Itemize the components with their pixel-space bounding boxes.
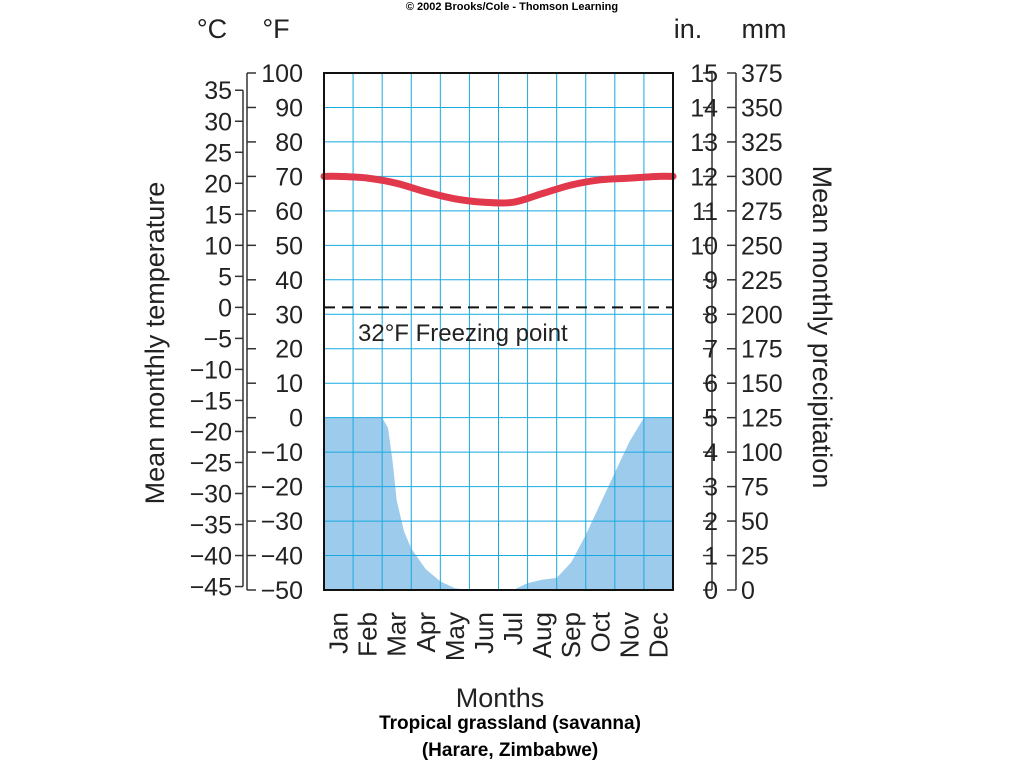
celsius-tick-label: −25 [190,449,232,477]
fahrenheit-tick-label: −20 [261,474,303,502]
inch-unit-label: in. [674,14,703,44]
fahrenheit-tick-label: 60 [275,198,303,226]
precipitation-axis-title: Mean monthly precipitation [807,166,837,489]
temperature-layer [320,172,677,207]
fahrenheit-tick-label: 50 [275,232,303,260]
celsius-tick-label: −10 [190,356,232,384]
freezing-point-layer: 32°F Freezing point [324,306,673,347]
mm-tick-label: 300 [741,163,783,191]
fahrenheit-tick-label: −10 [261,439,303,467]
inch-tick-label: 13 [690,129,718,157]
celsius-tick-label: 0 [218,294,232,322]
celsius-tick-label: −35 [190,512,232,540]
mm-tick-label: 100 [741,439,783,467]
fahrenheit-tick-label: 20 [275,336,303,364]
inch-tick-label: 12 [690,163,718,191]
mm-tick-label: 175 [741,336,783,364]
celsius-tick-label: −20 [190,418,232,446]
labels-layer: 1009080706050403020100−10−20−30−40−50353… [140,14,837,713]
mm-tick-label: 150 [741,370,783,398]
inch-tick-label: 11 [692,198,718,226]
month-label: Feb [353,612,383,657]
mm-tick-label: 275 [741,198,783,226]
temperature-curve [320,172,677,207]
inch-tick-label: 6 [704,370,718,398]
celsius-unit-label: °C [197,14,227,44]
caption-title: Tropical grassland (savanna) [379,713,641,734]
celsius-tick-label: −5 [203,325,232,353]
fahrenheit-tick-label: 70 [275,163,303,191]
fahrenheit-unit-label: °F [262,14,289,44]
mm-tick-label: 325 [741,129,783,157]
mm-unit-label: mm [742,14,787,44]
inch-tick-label: 9 [704,267,718,295]
inch-tick-label: 0 [704,577,718,605]
inch-tick-label: 8 [704,301,718,329]
mm-tick-label: 350 [741,94,783,122]
fahrenheit-tick-label: −50 [261,577,303,605]
celsius-tick-label: −30 [190,480,232,508]
month-label: Mar [382,612,412,657]
month-label: Dec [644,612,674,658]
inch-tick-label: 15 [690,60,718,88]
mm-tick-label: 250 [741,232,783,260]
inch-tick-label: 2 [704,508,718,536]
celsius-tick-label: −15 [190,387,232,415]
fahrenheit-tick-label: 10 [275,370,303,398]
celsius-tick-label: 35 [204,77,232,105]
inch-tick-label: 5 [704,405,718,433]
freezing-point-label: 32°F Freezing point [358,320,568,347]
mm-tick-label: 25 [741,543,769,571]
fahrenheit-tick-label: 80 [275,129,303,157]
month-label: May [440,612,470,661]
grid-layer [324,73,673,590]
copyright-notice: © 2002 Brooks/Cole - Thomson Learning [405,1,619,13]
celsius-tick-label: 30 [204,108,232,136]
month-label: Aug [527,612,557,658]
celsius-tick-label: −45 [190,574,232,602]
axes-layer [235,72,737,591]
inch-tick-label: 3 [704,474,718,502]
fahrenheit-tick-label: 90 [275,94,303,122]
x-axis-title: Months [456,683,545,713]
fahrenheit-tick-label: −40 [261,543,303,571]
plot-frame [323,72,674,591]
mm-tick-label: 375 [741,60,783,88]
celsius-tick-label: 20 [204,170,232,198]
fahrenheit-tick-label: 0 [289,405,303,433]
celsius-tick-label: 5 [218,263,232,291]
fahrenheit-tick-label: −30 [261,508,303,536]
inch-tick-label: 4 [704,439,718,467]
temperature-axis-title: Mean monthly temperature [140,182,170,505]
inch-tick-label: 1 [704,543,718,571]
month-label: Jul [498,612,528,645]
month-label: Oct [585,611,615,652]
mm-tick-label: 50 [741,508,769,536]
celsius-tick-label: −40 [190,543,232,571]
fahrenheit-tick-label: 40 [275,267,303,295]
frame-layer [323,72,674,591]
month-label: Sep [556,612,586,658]
inch-tick-label: 7 [704,336,718,364]
inch-tick-label: 14 [690,94,718,122]
mm-tick-label: 225 [741,267,783,295]
celsius-tick-label: 15 [204,201,232,229]
month-label: Jun [469,612,499,654]
mm-tick-label: 75 [741,474,769,502]
mm-tick-label: 125 [741,405,783,433]
month-label: Apr [411,612,441,653]
month-label: Jan [324,612,354,654]
fahrenheit-tick-label: 30 [275,301,303,329]
mm-tick-label: 0 [741,577,755,605]
fahrenheit-tick-label: 100 [261,60,303,88]
caption-location: (Harare, Zimbabwe) [421,740,599,761]
mm-tick-label: 200 [741,301,783,329]
inch-tick-label: 10 [690,232,718,260]
celsius-tick-label: 25 [204,139,232,167]
month-label: Nov [614,612,644,658]
celsius-tick-label: 10 [204,232,232,260]
